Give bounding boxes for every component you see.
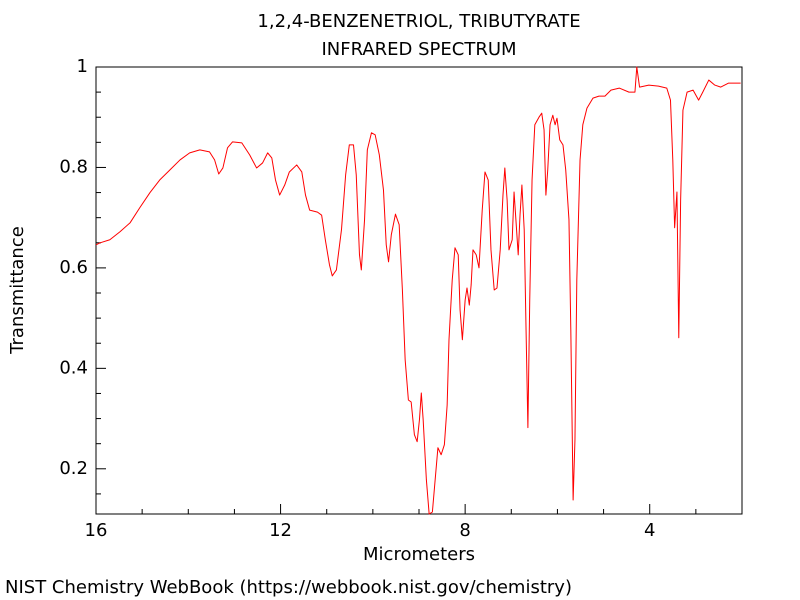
x-tick-label: 12 <box>269 520 292 541</box>
chart-title: 1,2,4-BENZENETRIOL, TRIBUTYRATE <box>257 11 580 32</box>
y-axis-label: Transmittance <box>7 226 28 355</box>
x-tick-label: 16 <box>85 520 108 541</box>
source-note: NIST Chemistry WebBook (https://webbook.… <box>5 577 572 598</box>
y-tick-label: 0.8 <box>59 156 88 177</box>
x-axis-label: Micrometers <box>363 544 475 565</box>
plot-frame <box>95 66 743 515</box>
x-tick-label: 8 <box>459 520 470 541</box>
y-tick-label: 1 <box>77 56 88 77</box>
chart-subtitle: INFRARED SPECTRUM <box>321 39 516 60</box>
y-tick-label: 0.4 <box>59 357 88 378</box>
spectrum-line <box>95 66 741 515</box>
x-tick-label: 4 <box>644 520 655 541</box>
y-tick-label: 0.6 <box>59 257 88 278</box>
y-tick-label: 0.2 <box>59 458 88 479</box>
